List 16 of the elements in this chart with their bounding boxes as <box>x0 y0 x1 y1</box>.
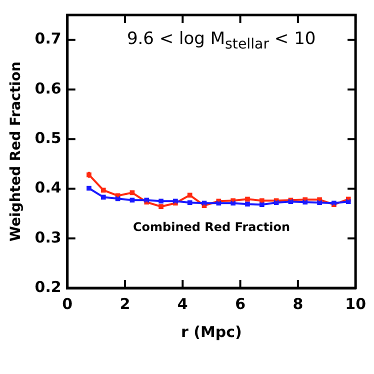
y-tick-label: 0.4 <box>34 178 62 197</box>
x-tick-label: 10 <box>345 294 366 313</box>
y-tick-label: 0.7 <box>34 30 62 48</box>
y-tick-label: 0.6 <box>34 79 62 98</box>
x-tick-label: 6 <box>235 294 246 313</box>
y-tick-label: 0.2 <box>34 278 62 296</box>
x-axis-title: r (Mpc) <box>181 322 242 341</box>
annotation: 9.6 < log M$_{stellar}$ < 10 <box>126 29 316 52</box>
x-tick-label: 2 <box>120 294 130 313</box>
x-tick-label: 0 <box>62 294 73 313</box>
x-tick-label: 8 <box>292 294 304 313</box>
y-tick-label: 0.3 <box>34 228 62 246</box>
annotation: Combined Red Fraction <box>132 220 290 234</box>
y-axis-title: Weighted Red Fraction <box>8 62 24 242</box>
x-tick-label: 4 <box>177 294 188 313</box>
y-tick-label: 0.5 <box>34 128 62 147</box>
